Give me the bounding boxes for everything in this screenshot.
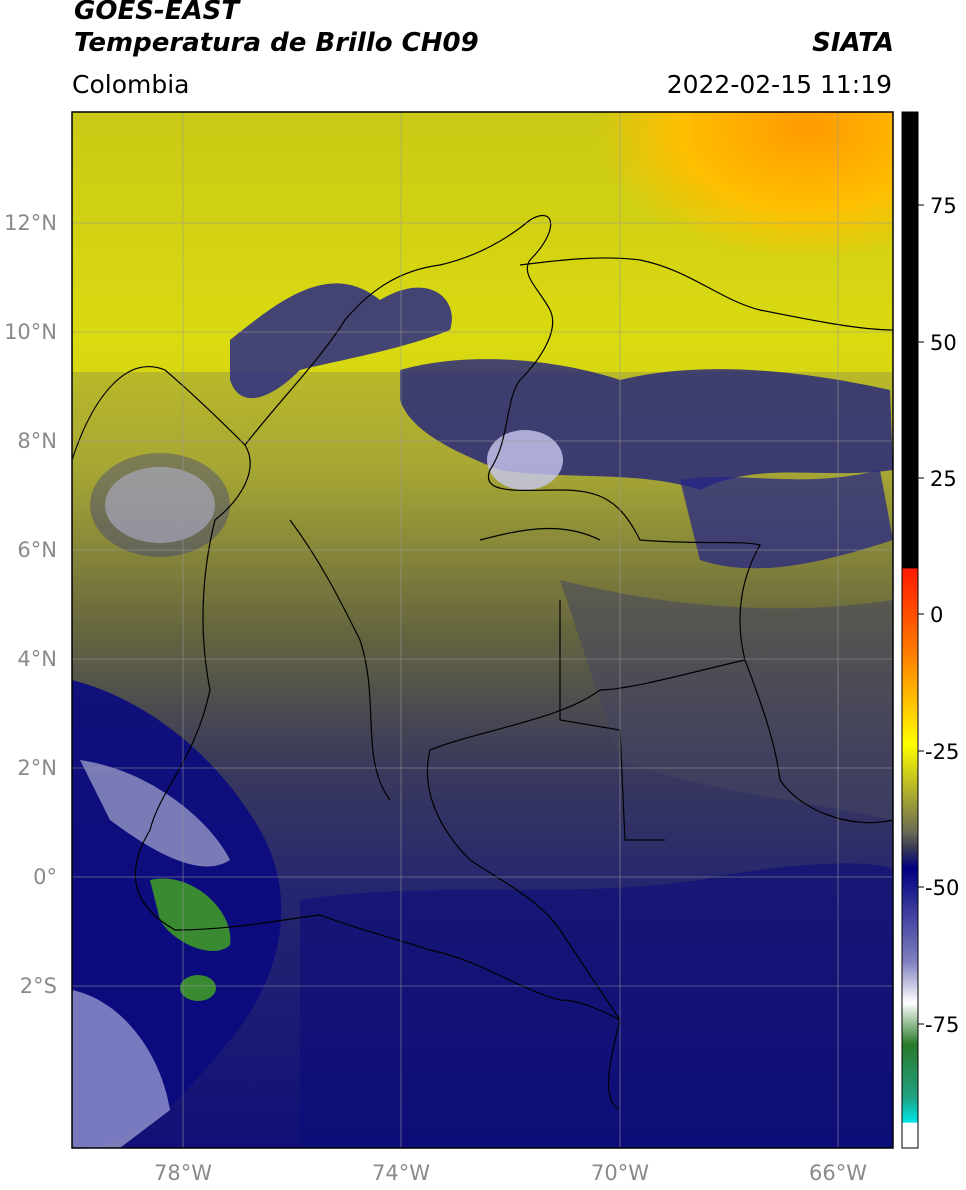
brightness-temperature-field [72,112,893,1148]
lon-tick-label: 70°W [591,1161,649,1185]
colorbar-tick-label: -50 [925,876,959,900]
lat-tick-label: 10°N [4,320,57,344]
lat-tick-label: 2°S [20,974,57,998]
colorbar-tick-label: 75 [930,194,957,218]
colorbar-tick-label: -75 [925,1013,959,1037]
lat-tick-label: 0° [33,865,57,889]
datetime-label: 2022-02-15 11:19 [666,70,892,99]
latitude-axis: 12°N 10°N 8°N 6°N 4°N 2°N 0° 2°S [4,211,57,998]
colorbar: 75 50 25 0 -25 -50 -75 [901,111,959,1149]
colorbar-tick-label: 25 [930,467,957,491]
lon-tick-label: 74°W [372,1161,430,1185]
lat-tick-label: 12°N [4,211,57,235]
colorbar-tick-label: 0 [930,603,943,627]
colorbar-scale [901,111,919,1149]
lat-tick-label: 4°N [17,647,57,671]
lon-tick-label: 66°W [809,1161,867,1185]
lat-tick-label: 8°N [17,429,57,453]
gridlines [72,112,893,1148]
satellite-title: GOES-EAST [74,0,240,26]
lon-tick-label: 78°W [154,1161,212,1185]
colorbar-tick-label: 50 [930,331,957,355]
lat-tick-label: 6°N [17,538,57,562]
product-title: Temperatura de Brillo CH09 [74,28,479,58]
longitude-axis: 78°W 74°W 70°W 66°W [154,1161,867,1185]
colorbar-tick-label: -25 [925,740,959,764]
agency-label: SIATA [812,28,894,58]
region-label: Colombia [72,70,190,99]
lat-tick-label: 2°N [17,756,57,780]
map-frame [71,111,894,1149]
